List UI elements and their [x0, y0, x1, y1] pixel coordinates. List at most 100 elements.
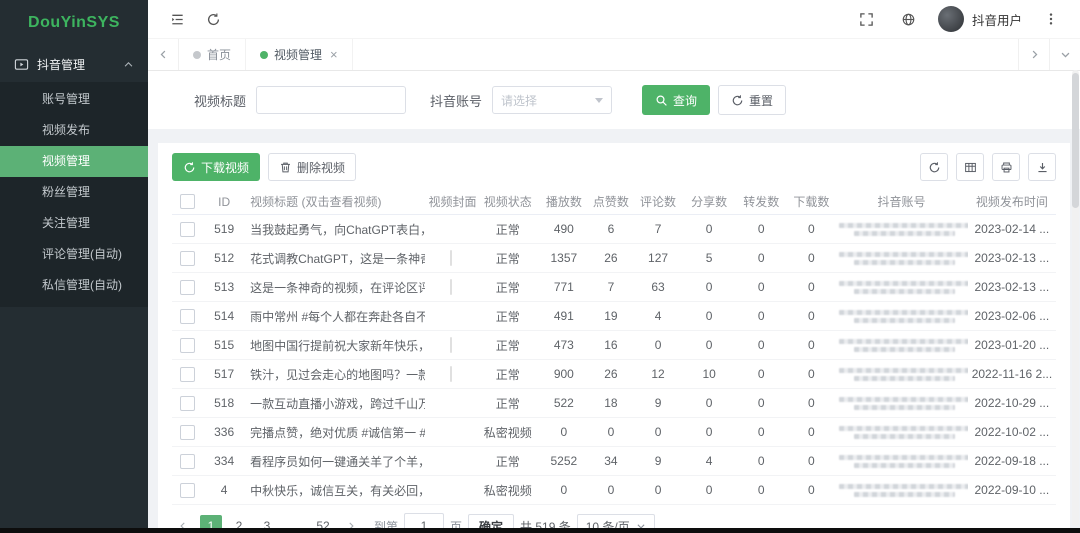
sidebar-item-video-publish[interactable]: 视频发布: [42, 123, 91, 137]
col-id: ID: [202, 189, 247, 215]
table-row[interactable]: 515 地图中国行提前祝大家新年快乐，阖家 正常 473 16 0 0 0 0 …: [172, 330, 1056, 360]
cell-forwards: 0: [735, 214, 788, 244]
table-row[interactable]: 514 雨中常州 #每个人都在奔赴各自不同的 正常 491 19 4 0 0 0…: [172, 301, 1056, 331]
filter-panel: 视频标题 抖音账号 请选择 查询 重置: [148, 71, 1080, 129]
cell-status: 正常: [476, 272, 539, 302]
user-menu[interactable]: 抖音用户: [937, 6, 1022, 32]
col-publish-time: 视频发布时间: [967, 189, 1056, 215]
videos-table: ID 视频标题 (双击查看视频) 视频封面 视频状态 播放数 点赞数 评论数 分…: [172, 189, 1056, 505]
kebab-menu-icon[interactable]: [1038, 6, 1064, 32]
tabs-scroll-left-icon[interactable]: [148, 39, 179, 70]
table-row[interactable]: 517 铁汁，见过会走心的地图吗？一款互动 正常 900 26 12 10 0 …: [172, 359, 1056, 389]
table-row[interactable]: 4 中秋快乐，诚信互关，有关必回，互关 私密视频 0 0 0 0 0 0 202…: [172, 475, 1056, 505]
table-row[interactable]: 512 花式调教ChatGPT，这是一条神奇的视 正常 1357 26 127 …: [172, 243, 1056, 273]
redacted-account: [839, 397, 968, 411]
cell-plays: 0: [538, 417, 589, 447]
row-checkbox[interactable]: [179, 453, 195, 469]
tab-status-dot: [260, 50, 269, 59]
delete-videos-button[interactable]: 删除视频: [268, 153, 357, 181]
cell-title[interactable]: 这是一条神奇的视频，在评论区评论中: [246, 272, 425, 302]
tab-home[interactable]: 首页: [179, 39, 247, 70]
col-shares: 分享数: [683, 189, 736, 215]
sidebar-item-account-manage[interactable]: 账号管理: [42, 92, 91, 106]
tab-video-manage[interactable]: 视频管理 ×: [246, 39, 353, 70]
download-videos-button[interactable]: 下载视频: [172, 153, 261, 181]
vertical-scrollbar[interactable]: [1072, 70, 1079, 526]
cell-title[interactable]: 花式调教ChatGPT，这是一条神奇的视: [246, 243, 425, 273]
cell-title[interactable]: 中秋快乐，诚信互关，有关必回，互关: [246, 475, 425, 505]
douyin-account-label: 抖音账号: [430, 93, 483, 109]
row-checkbox[interactable]: [179, 279, 195, 295]
table-row[interactable]: 519 当我鼓起勇气，向ChatGPT表白，最后 正常 490 6 7 0 0 …: [172, 214, 1056, 244]
row-checkbox[interactable]: [179, 366, 195, 382]
cell-forwards: 0: [735, 446, 788, 476]
table-row[interactable]: 334 看程序员如何一键通关羊了个羊，羊了 正常 5252 34 9 4 0 0…: [172, 446, 1056, 476]
tabs-menu-chevron-down-icon[interactable]: [1049, 39, 1080, 70]
row-checkbox[interactable]: [179, 250, 195, 266]
sidebar-item-video-manage[interactable]: 视频管理: [0, 146, 148, 177]
douyin-account-select[interactable]: 请选择: [492, 86, 613, 114]
sidebar-item-follow-manage[interactable]: 关注管理: [42, 216, 91, 230]
language-globe-icon[interactable]: [896, 6, 922, 32]
row-checkbox[interactable]: [179, 308, 195, 324]
cell-likes: 0: [588, 417, 633, 447]
col-comments: 评论数: [632, 189, 684, 215]
reset-button[interactable]: 重置: [718, 85, 787, 115]
cell-comments: 63: [632, 272, 684, 302]
columns-icon[interactable]: [956, 153, 984, 181]
row-checkbox[interactable]: [179, 482, 195, 498]
cell-downloads: 0: [787, 272, 836, 302]
refresh-table-icon[interactable]: [920, 153, 948, 181]
close-icon[interactable]: ×: [330, 47, 338, 62]
video-thumbnail[interactable]: [449, 366, 452, 382]
scrollbar-thumb[interactable]: [1072, 73, 1079, 208]
search-button-label: 查询: [673, 93, 698, 108]
table-row[interactable]: 518 一款互动直播小游戏，跨过千山万水， 正常 522 18 9 0 0 0 …: [172, 388, 1056, 418]
row-checkbox[interactable]: [179, 395, 195, 411]
row-checkbox[interactable]: [179, 424, 195, 440]
cell-comments: 9: [632, 446, 684, 476]
page-button[interactable]: 3: [263, 519, 271, 533]
print-icon[interactable]: [992, 153, 1020, 181]
tabs-scroll-right-icon[interactable]: [1018, 39, 1049, 70]
page-button[interactable]: 2: [235, 519, 243, 533]
page-ellipsis[interactable]: ...: [289, 519, 300, 533]
cell-forwards: 0: [735, 417, 788, 447]
cell-shares: 0: [683, 272, 736, 302]
video-title-input[interactable]: [256, 86, 407, 114]
table-row[interactable]: 336 完播点赞，绝对优质 #诚信第一 #粉丝 私密视频 0 0 0 0 0 0…: [172, 417, 1056, 447]
cell-plays: 522: [538, 388, 589, 418]
video-thumbnail[interactable]: [449, 337, 452, 353]
row-checkbox[interactable]: [179, 337, 195, 353]
cell-title[interactable]: 雨中常州 #每个人都在奔赴各自不同的: [246, 301, 425, 331]
sidebar-fold-icon[interactable]: [164, 6, 190, 32]
cell-title[interactable]: 一款互动直播小游戏，跨过千山万水，: [246, 388, 425, 418]
cell-title[interactable]: 完播点赞，绝对优质 #诚信第一 #粉丝: [246, 417, 425, 447]
cell-likes: 26: [588, 243, 633, 273]
sidebar-item-fans-manage[interactable]: 粉丝管理: [42, 185, 91, 199]
cell-title[interactable]: 地图中国行提前祝大家新年快乐，阖家: [246, 330, 425, 360]
search-button[interactable]: 查询: [642, 85, 711, 115]
sidebar-item-message-manage[interactable]: 私信管理(自动): [42, 278, 122, 292]
cell-status: 正常: [476, 359, 539, 389]
fullscreen-icon[interactable]: [854, 6, 880, 32]
cell-date: 2022-10-29 ...: [967, 388, 1056, 418]
cell-plays: 900: [538, 359, 589, 389]
refresh-icon[interactable]: [200, 6, 226, 32]
cell-date: 2023-01-20 ...: [967, 330, 1056, 360]
cell-title[interactable]: 看程序员如何一键通关羊了个羊，羊了: [246, 446, 425, 476]
cell-title[interactable]: 铁汁，见过会走心的地图吗？一款互动: [246, 359, 425, 389]
select-all-checkbox[interactable]: [179, 194, 195, 210]
cell-shares: 4: [683, 446, 736, 476]
chevron-down-icon: [637, 524, 645, 529]
row-checkbox[interactable]: [179, 221, 195, 237]
export-icon[interactable]: [1028, 153, 1056, 181]
sidebar-item-comment-manage[interactable]: 评论管理(自动): [42, 247, 122, 261]
cell-downloads: 0: [787, 359, 836, 389]
video-thumbnail[interactable]: [449, 279, 452, 295]
cell-title[interactable]: 当我鼓起勇气，向ChatGPT表白，最后: [246, 214, 425, 244]
avatar: [937, 6, 964, 32]
sidebar-group-douyin[interactable]: 抖音管理: [0, 46, 148, 82]
table-row[interactable]: 513 这是一条神奇的视频，在评论区评论中 正常 771 7 63 0 0 0 …: [172, 272, 1056, 302]
video-thumbnail[interactable]: [449, 250, 452, 266]
